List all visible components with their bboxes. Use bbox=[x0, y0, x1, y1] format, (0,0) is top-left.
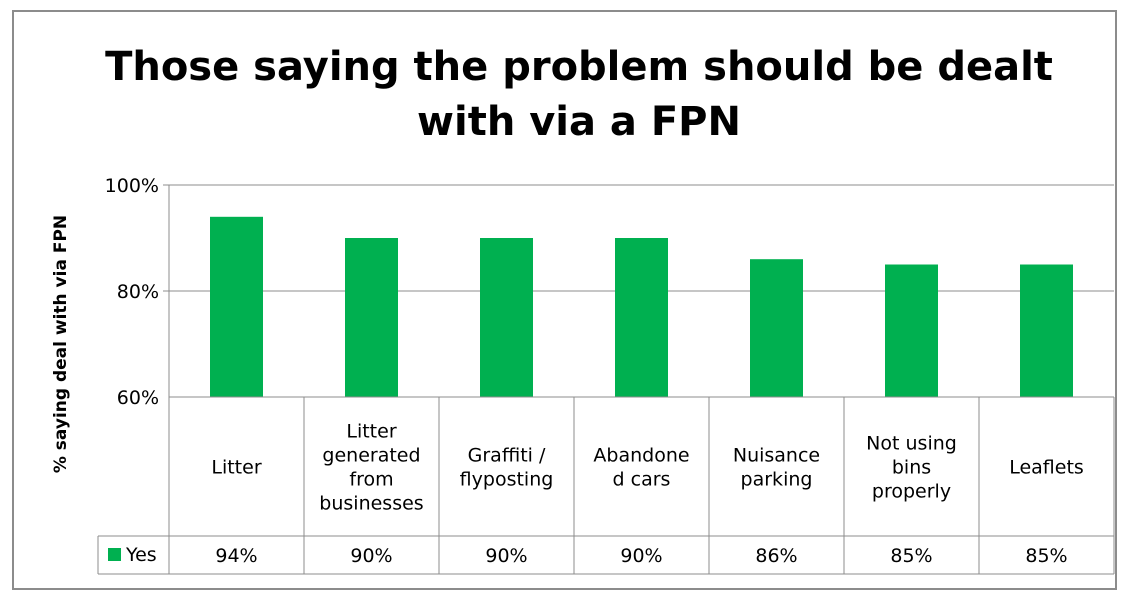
category-label: Graffiti / bbox=[468, 445, 546, 467]
data-label: 85% bbox=[890, 545, 932, 567]
data-table: LitterLittergeneratedfrombusinessesGraff… bbox=[97, 396, 1115, 575]
y-axis-label-group: % saying deal with via FPN bbox=[51, 215, 71, 473]
data-label: 90% bbox=[485, 545, 527, 567]
category-label: Not using bbox=[866, 433, 957, 455]
category-label: Leaflets bbox=[1009, 457, 1084, 479]
bars bbox=[210, 216, 1073, 397]
category-label: d cars bbox=[613, 469, 671, 491]
y-tick-label: 100% bbox=[105, 175, 159, 197]
bar bbox=[480, 238, 533, 397]
category-label: businesses bbox=[319, 493, 423, 515]
category-label: properly bbox=[872, 481, 951, 503]
chart-svg: Those saying the problem should be dealt… bbox=[51, 44, 1115, 575]
bar bbox=[750, 259, 803, 397]
category-label: Nuisance bbox=[733, 445, 820, 467]
category-label: parking bbox=[741, 469, 813, 491]
bar bbox=[885, 264, 938, 397]
legend-label: Yes bbox=[125, 544, 157, 566]
y-axis-label: % saying deal with via FPN bbox=[51, 215, 71, 473]
data-label: 90% bbox=[620, 545, 662, 567]
bar bbox=[210, 216, 263, 397]
chart-frame: Those saying the problem should be dealt… bbox=[12, 10, 1117, 590]
legend-swatch bbox=[108, 548, 121, 561]
chart-title-line: Those saying the problem should be dealt bbox=[105, 44, 1053, 90]
category-label: bins bbox=[892, 457, 931, 479]
data-label: 85% bbox=[1025, 545, 1067, 567]
category-label: generated bbox=[322, 445, 420, 467]
category-label: Abandone bbox=[593, 445, 689, 467]
bar bbox=[1020, 264, 1073, 397]
data-label: 94% bbox=[215, 545, 257, 567]
bar bbox=[615, 238, 668, 397]
category-label: Litter bbox=[211, 457, 261, 479]
y-tick-label: 80% bbox=[117, 281, 159, 303]
category-label: from bbox=[349, 469, 393, 491]
bar bbox=[345, 238, 398, 397]
data-label: 86% bbox=[755, 545, 797, 567]
y-axis-ticks: 60% 80% 100% bbox=[105, 175, 159, 409]
data-label: 90% bbox=[350, 545, 392, 567]
chart-title-line: with via a FPN bbox=[417, 99, 741, 145]
category-label: Litter bbox=[346, 421, 396, 443]
chart-title: Those saying the problem should be dealt… bbox=[105, 44, 1053, 145]
y-tick-label: 60% bbox=[117, 387, 159, 409]
category-label: flyposting bbox=[460, 469, 554, 491]
